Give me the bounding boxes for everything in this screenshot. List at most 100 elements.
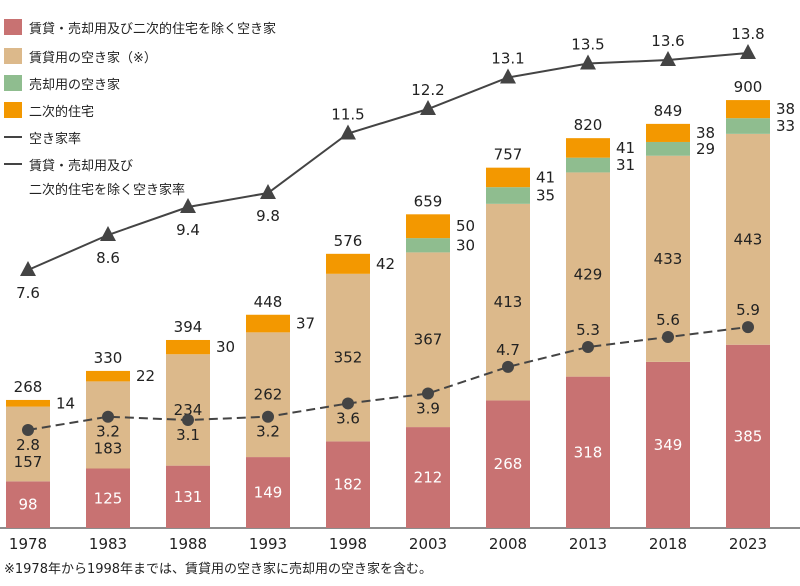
bar-segment — [166, 465, 210, 528]
x-tick-label: 1983 — [89, 535, 127, 553]
rate-label: 13.6 — [651, 32, 684, 50]
bar-segment — [486, 167, 530, 188]
total-label: 448 — [254, 293, 283, 311]
data-label: 41 — [536, 168, 555, 186]
bar-segment — [646, 123, 690, 142]
triangle-marker — [100, 226, 116, 241]
data-label: 38 — [696, 124, 715, 142]
legend-line-marker — [4, 163, 22, 165]
x-tick-label: 2008 — [489, 535, 527, 553]
bar-segment — [406, 214, 450, 239]
triangle-marker — [20, 261, 36, 276]
rate-label: 7.6 — [16, 284, 40, 302]
x-tick-label: 1993 — [249, 535, 287, 553]
rate-label: 13.5 — [571, 36, 604, 54]
circle-marker — [422, 387, 434, 400]
data-label: 98 — [18, 496, 37, 514]
bar-segment — [646, 155, 690, 362]
total-label: 900 — [734, 78, 763, 96]
bar-segment — [646, 141, 690, 156]
triangle-marker — [340, 124, 356, 140]
total-label: 576 — [334, 232, 363, 250]
total-label: 268 — [14, 378, 43, 396]
bar-segment — [726, 100, 770, 119]
data-label: 318 — [574, 443, 603, 461]
data-label: 443 — [734, 230, 763, 248]
bar-segment — [6, 406, 50, 482]
bar-segment — [566, 157, 610, 173]
triangle-marker — [500, 68, 516, 84]
bar-segment — [6, 399, 50, 407]
data-label: 385 — [734, 427, 763, 445]
bar-segment — [406, 238, 450, 253]
data-label: 35 — [536, 187, 555, 205]
total-label: 330 — [94, 349, 123, 367]
data-label: 30 — [456, 236, 475, 254]
legend-label: 賃貸用の空き家（※） — [29, 51, 157, 66]
data-label: 14 — [56, 394, 75, 412]
bar-segment — [486, 187, 530, 204]
rate-label: 13.8 — [731, 25, 764, 43]
circle-marker — [662, 331, 674, 344]
x-tick-label: 1988 — [169, 535, 207, 553]
bar-segment — [326, 253, 370, 274]
legend-label: 賃貸・売却用及び — [29, 159, 134, 174]
data-label: 349 — [654, 436, 683, 454]
rate-label: 5.3 — [576, 321, 600, 339]
circle-marker — [502, 360, 514, 373]
rate-label: 5.9 — [736, 301, 760, 319]
data-label: 131 — [174, 488, 203, 506]
data-label: 234 — [174, 401, 203, 419]
rate-label: 9.4 — [176, 221, 200, 239]
circle-marker — [182, 414, 194, 427]
legend-label: 二次的住宅を除く空き家率 — [29, 183, 186, 198]
data-label: 50 — [456, 217, 475, 235]
bar-segment — [246, 457, 290, 528]
rate-label: 3.1 — [176, 426, 200, 444]
legend-swatch — [4, 75, 22, 91]
rate-label: 9.8 — [256, 207, 280, 225]
triangle-marker — [660, 51, 676, 66]
data-label: 30 — [216, 338, 235, 356]
data-label: 33 — [776, 117, 795, 135]
legend-label: 空き家率 — [29, 132, 82, 147]
circle-marker — [22, 424, 34, 436]
triangle-marker — [180, 198, 196, 213]
bar-segment — [86, 468, 130, 528]
x-tick-label: 1978 — [9, 535, 47, 553]
rate-label: 2.8 — [16, 436, 40, 454]
data-label: 125 — [94, 489, 123, 507]
rate-label: 8.6 — [96, 249, 120, 267]
bar-segment — [246, 314, 290, 333]
data-label: 268 — [494, 455, 523, 473]
data-label: 38 — [776, 100, 795, 118]
rate-label: 13.1 — [491, 50, 524, 68]
footnote: ※1978年から1998年までは、賃貸用の空き家に売却用の空き家を含む。 — [4, 562, 433, 577]
data-label: 29 — [696, 140, 715, 158]
line-vacancy-rate — [27, 52, 749, 271]
bar-segment — [246, 332, 290, 458]
line-other-vacancy-rate — [27, 326, 749, 431]
total-label: 659 — [414, 192, 443, 210]
circle-marker — [102, 410, 114, 423]
triangle-marker — [580, 54, 596, 70]
legend-swatch — [4, 102, 22, 118]
rate-label: 4.7 — [496, 341, 520, 359]
legend-label: 売却用の空き家 — [29, 78, 121, 93]
data-label: 413 — [494, 293, 523, 311]
total-label: 394 — [174, 318, 203, 336]
x-tick-label: 2013 — [569, 535, 607, 553]
bar-segment — [326, 273, 370, 442]
data-label: 183 — [94, 440, 123, 458]
data-label: 212 — [414, 469, 443, 487]
legend-swatch — [4, 19, 22, 35]
circle-marker — [582, 341, 594, 353]
total-label: 820 — [574, 116, 603, 134]
data-label: 182 — [334, 476, 363, 494]
rate-label: 3.9 — [416, 399, 440, 417]
data-label: 262 — [254, 386, 283, 404]
total-label: 849 — [654, 102, 683, 120]
bar-segment — [566, 138, 610, 158]
triangle-marker — [740, 44, 756, 59]
data-label: 149 — [254, 484, 283, 502]
